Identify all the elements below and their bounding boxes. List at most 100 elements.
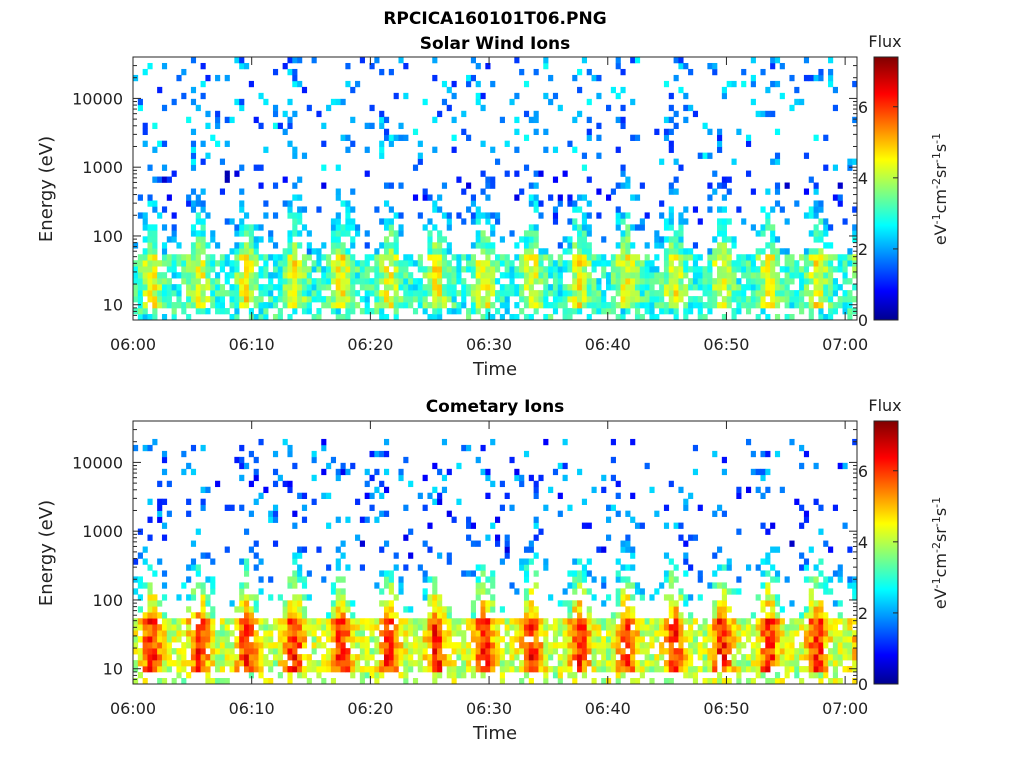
spectrogram-cell (760, 278, 766, 285)
spectrogram-cell (707, 302, 713, 309)
spectrogram-cell (383, 438, 390, 446)
spectrogram-cell (828, 618, 834, 625)
spectrogram-cell (157, 516, 163, 523)
spectrogram-cell (258, 314, 264, 321)
spectrogram-cell (572, 582, 578, 589)
spectrogram-cell (147, 260, 153, 267)
spectrogram-cell (615, 594, 621, 601)
spectrogram-cell (210, 612, 216, 619)
spectrogram-cell (263, 630, 269, 637)
spectrogram-cell (345, 206, 351, 213)
spectrogram-cell (755, 248, 761, 255)
spectrogram-cell (509, 660, 515, 667)
spectrogram-cell (398, 122, 404, 130)
spectrogram-cell (258, 438, 264, 446)
spectrogram-cell (567, 260, 573, 267)
spectrogram-cell (552, 146, 559, 153)
spectrogram-cell (803, 564, 810, 571)
spectrogram-cell (142, 224, 148, 231)
spectrogram-cell (760, 666, 766, 673)
spectrogram-cell (181, 308, 187, 315)
spectrogram-cell (350, 660, 356, 667)
spectrogram-cell (369, 266, 375, 273)
spectrogram-cell (263, 636, 269, 643)
spectrogram-cell (799, 504, 805, 511)
spectrogram-cell (842, 296, 848, 303)
spectrogram-cell (335, 194, 341, 201)
spectrogram-cell (610, 438, 616, 446)
spectrogram-cell (292, 308, 298, 315)
spectrogram-cell (437, 492, 443, 500)
spectrogram-cell (745, 260, 752, 267)
spectrogram-cell (765, 266, 771, 273)
spectrogram-cell (586, 624, 592, 631)
spectrogram-cell (306, 290, 312, 297)
spectrogram-cell (234, 170, 240, 177)
spectrogram-cell (456, 618, 462, 625)
spectrogram-cell (615, 218, 621, 225)
spectrogram-cell (779, 290, 785, 297)
spectrogram-cell (634, 314, 641, 321)
spectrogram-cell (615, 648, 621, 655)
spectrogram-cell (466, 314, 472, 321)
spectrogram-cell (215, 110, 221, 118)
spectrogram-cell (784, 302, 790, 309)
spectrogram-cell (577, 612, 583, 619)
spectrogram-cell (490, 636, 496, 643)
spectrogram-cell (634, 582, 641, 589)
spectrogram-cell (523, 242, 530, 249)
spectrogram-cell (533, 194, 539, 201)
spectrogram-cell (683, 552, 689, 559)
spectrogram-cell (137, 314, 143, 321)
spectrogram-cell (142, 314, 148, 321)
spectrogram-cell (557, 272, 563, 279)
spectrogram-cell (649, 654, 655, 661)
spectrogram-cell (499, 480, 505, 488)
spectrogram-cell (654, 618, 660, 625)
spectrogram-cell (475, 564, 481, 571)
spectrogram-cell (417, 666, 423, 673)
spectrogram-cell (142, 624, 148, 631)
spectrogram-cell (161, 582, 168, 589)
spectrogram-cell (417, 648, 423, 655)
spectrogram-cell (813, 564, 819, 571)
spectrogram-cell (355, 224, 361, 231)
spectrogram-cell (359, 540, 365, 547)
spectrogram-cell (779, 678, 785, 685)
spectrogram-cell (350, 254, 356, 261)
spectrogram-cell (606, 654, 612, 661)
spectrogram-cell (504, 546, 510, 553)
spectrogram-cell (253, 236, 259, 243)
spectrogram-cell (625, 302, 631, 309)
spectrogram-cell (601, 582, 607, 589)
spectrogram-cell (466, 182, 472, 189)
spectrogram-cell (200, 624, 206, 631)
spectrogram-cell (692, 278, 699, 285)
spectrogram-cell (263, 302, 269, 309)
spectrogram-cell (557, 260, 563, 267)
spectrogram-cell (466, 624, 472, 631)
spectrogram-cell (702, 314, 708, 321)
spectrogram-cell (644, 302, 650, 309)
spectrogram-cell (745, 254, 752, 261)
spectrogram-cell (731, 314, 737, 321)
spectrogram-cell (712, 666, 718, 673)
spectrogram-cell (668, 654, 674, 661)
spectrogram-cell (803, 260, 810, 267)
spectrogram-cell (852, 660, 858, 667)
spectrogram-cell (490, 182, 496, 189)
spectrogram-cell (774, 618, 781, 625)
spectrogram-cell (750, 630, 756, 637)
spectrogram-cell (495, 636, 501, 643)
spectrogram-cell (282, 278, 288, 285)
spectrogram-cell (186, 576, 192, 583)
spectrogram-cell (297, 206, 303, 213)
spectrogram-cell (147, 534, 153, 541)
spectrogram-cell (330, 612, 337, 619)
spectrogram-cell (340, 612, 346, 619)
spectrogram-cell (712, 600, 718, 607)
spectrogram-cell (760, 660, 766, 667)
spectrogram-cell (591, 660, 597, 667)
spectrogram-cell (432, 284, 438, 291)
spectrogram-cell (625, 636, 631, 643)
